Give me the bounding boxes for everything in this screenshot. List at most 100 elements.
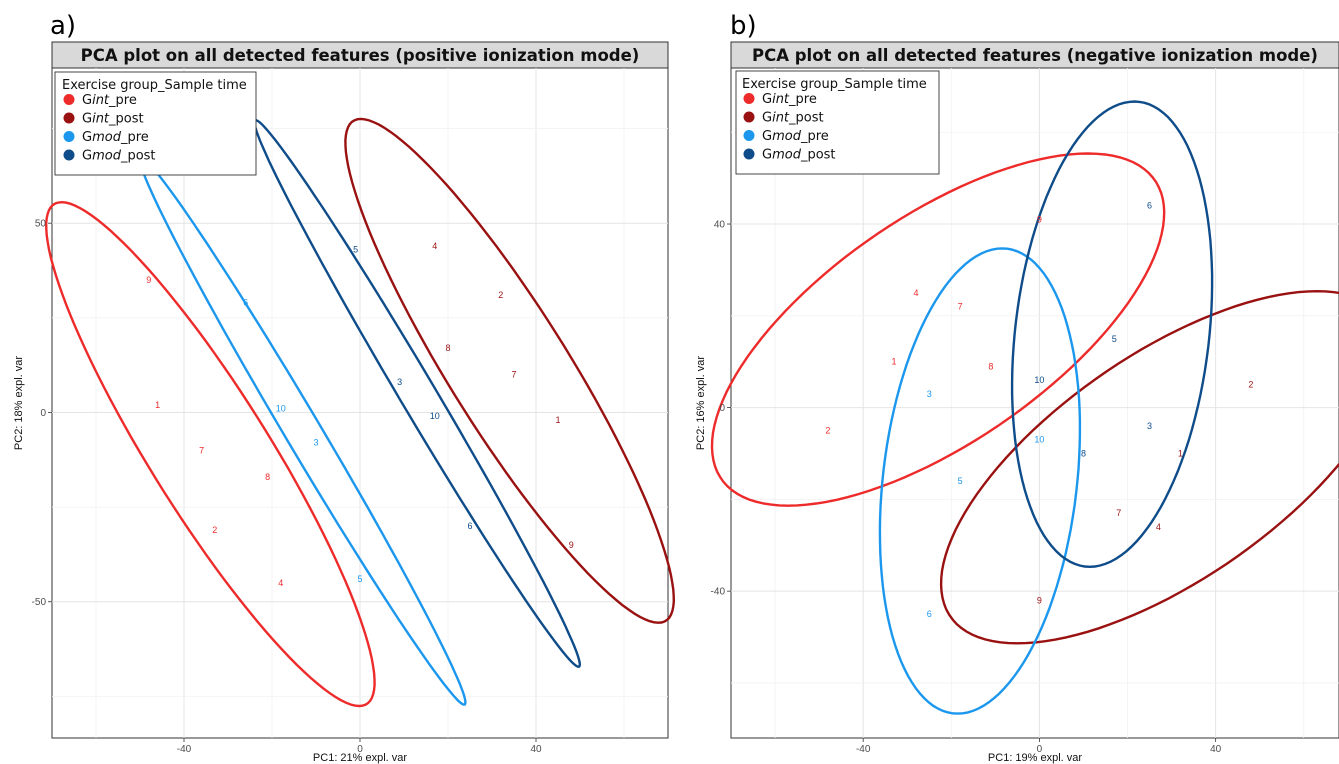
legend-entry-label: Gint_post <box>82 112 144 127</box>
x-tick-label: 0 <box>1037 744 1043 755</box>
point-label: 6 <box>927 609 932 619</box>
panel-b: b) PCA plot on all detected features (ne… <box>695 11 1339 764</box>
point-label: 8 <box>445 343 450 353</box>
point-label: 9 <box>569 540 574 550</box>
point-label: 1 <box>1178 448 1183 458</box>
legend-entry-label: Gmod_pre <box>82 130 149 145</box>
panel-label: a) <box>50 11 76 41</box>
legend-swatch <box>743 130 755 141</box>
point-label: 1 <box>555 415 560 425</box>
point-label: 9 <box>1037 214 1042 224</box>
panel-a: a) PCA plot on all detected features (po… <box>13 11 676 764</box>
y-tick-label: 0 <box>719 403 725 414</box>
point-label: 6 <box>243 298 248 308</box>
point-label: 3 <box>927 389 932 399</box>
point-label: 5 <box>357 574 362 584</box>
chart-title: PCA plot on all detected features (negat… <box>752 46 1318 65</box>
legend-box <box>735 70 940 175</box>
point-label: 4 <box>914 288 919 298</box>
point-label: 10 <box>430 411 440 421</box>
ellipse-gint-pre <box>710 152 1166 507</box>
point-label: 6 <box>1147 201 1152 211</box>
tick-labels: -40 0 40 40 0 -40 <box>711 220 1222 755</box>
point-label: 5 <box>1112 334 1117 344</box>
x-axis-title: PC1: 19% expl. var <box>988 752 1082 764</box>
point-label: 7 <box>958 302 963 312</box>
point-label: 7 <box>1116 508 1121 518</box>
ellipse-gint-post <box>344 117 676 624</box>
point-label: 7 <box>199 445 204 455</box>
legend-swatch <box>63 131 75 142</box>
point-label: 4 <box>278 578 283 588</box>
point-label: 4 <box>1156 522 1161 532</box>
point-label: 1 <box>155 400 160 410</box>
legend-entry-label: Gint_post <box>762 111 824 126</box>
point-label: 10 <box>1034 435 1044 445</box>
legend-entries: Gint_pre Gint_post Gmod_pre Gmod_post <box>743 92 836 163</box>
point-label: 8 <box>265 472 270 482</box>
title-strip <box>730 41 1339 69</box>
legend-swatch <box>743 148 755 160</box>
ellipse-gmod-pre <box>878 247 1082 715</box>
point-label: 1 <box>892 357 897 367</box>
ellipse-gmod-post <box>1010 100 1214 569</box>
legend: Exercise group_Sample time Gint_preGint_… <box>54 71 257 176</box>
ellipses <box>710 100 1339 715</box>
point-label: 3 <box>1147 421 1152 431</box>
x-tick-label: -40 <box>856 744 871 755</box>
x-tick-label: -40 <box>177 744 192 755</box>
x-tick-label: 40 <box>1210 744 1222 755</box>
point-label: 2 <box>498 290 503 300</box>
x-tick-label: 0 <box>357 744 363 755</box>
data-points: 9 4 7 1 8 2 2 1 7 4 9 3 10 5 6 6 5 10 3 8 <box>825 201 1253 619</box>
point-label: 2 <box>825 426 830 436</box>
legend-entry-label: Gint_pre <box>82 93 137 108</box>
point-label: 8 <box>988 361 993 371</box>
title-strip <box>51 41 669 69</box>
y-tick-label: 50 <box>35 219 47 230</box>
legend-swatch <box>743 111 755 123</box>
panel-label: b) <box>730 11 757 41</box>
x-tick-label: 40 <box>530 744 542 755</box>
ellipse-gint-pre <box>44 200 376 708</box>
point-label: 3 <box>397 377 402 387</box>
point-label: 10 <box>1034 375 1044 385</box>
legend-title: Exercise group_Sample time <box>62 78 247 93</box>
legend-box <box>54 71 257 176</box>
legend-title: Exercise group_Sample time <box>742 77 927 92</box>
legend-entry-label: Gmod_post <box>82 149 156 164</box>
point-label: 4 <box>432 241 437 251</box>
legend-swatch <box>63 94 75 105</box>
point-label: 10 <box>276 404 286 414</box>
y-tick-label: 0 <box>40 408 46 419</box>
tick-labels: -40 0 40 50 0 -50 <box>32 219 542 755</box>
point-label: 9 <box>146 275 151 285</box>
y-tick-label: -50 <box>32 597 47 608</box>
legend-swatch <box>743 93 755 104</box>
point-label: 2 <box>212 525 217 535</box>
legend-entry-label: Gmod_pre <box>762 129 829 144</box>
y-axis-title: PC2: 18% expl. var <box>13 356 25 450</box>
point-label: 5 <box>958 476 963 486</box>
y-tick-label: -40 <box>711 587 726 598</box>
x-axis-title: PC1: 21% expl. var <box>313 752 407 764</box>
legend-swatch <box>63 112 75 124</box>
legend-entry-label: Gint_pre <box>762 92 817 107</box>
legend-entry-label: Gmod_post <box>762 148 836 163</box>
point-label: 7 <box>511 370 516 380</box>
point-label: 5 <box>353 245 358 255</box>
point-label: 3 <box>313 438 318 448</box>
point-label: 9 <box>1037 595 1042 605</box>
point-label: 8 <box>1081 448 1086 458</box>
y-tick-label: 40 <box>714 220 726 231</box>
point-label: 6 <box>467 521 472 531</box>
data-points: 9 1 7 8 2 4 4 2 8 7 1 9 6 10 3 5 5 3 10 6 <box>146 241 573 588</box>
y-axis-title: PC2: 16% expl. var <box>695 356 707 450</box>
legend-swatch <box>63 149 75 161</box>
legend-entries: Gint_pre Gint_post Gmod_pre Gmod_post <box>63 93 156 164</box>
point-label: 2 <box>1248 380 1253 390</box>
ellipse-gint-post <box>939 289 1339 645</box>
plot-panel <box>730 67 1339 739</box>
legend: Exercise group_Sample time Gint_preGint_… <box>735 70 940 175</box>
